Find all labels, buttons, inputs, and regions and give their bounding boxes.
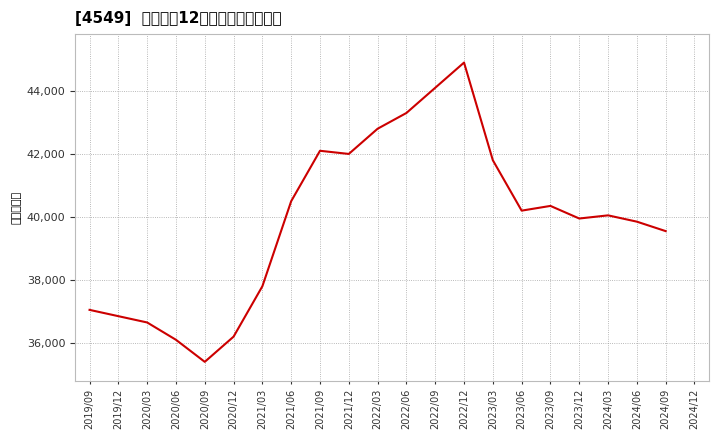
Text: [4549]  売上高の12か月移動合計の推移: [4549] 売上高の12か月移動合計の推移	[75, 11, 282, 26]
Y-axis label: （百万円）: （百万円）	[11, 191, 21, 224]
